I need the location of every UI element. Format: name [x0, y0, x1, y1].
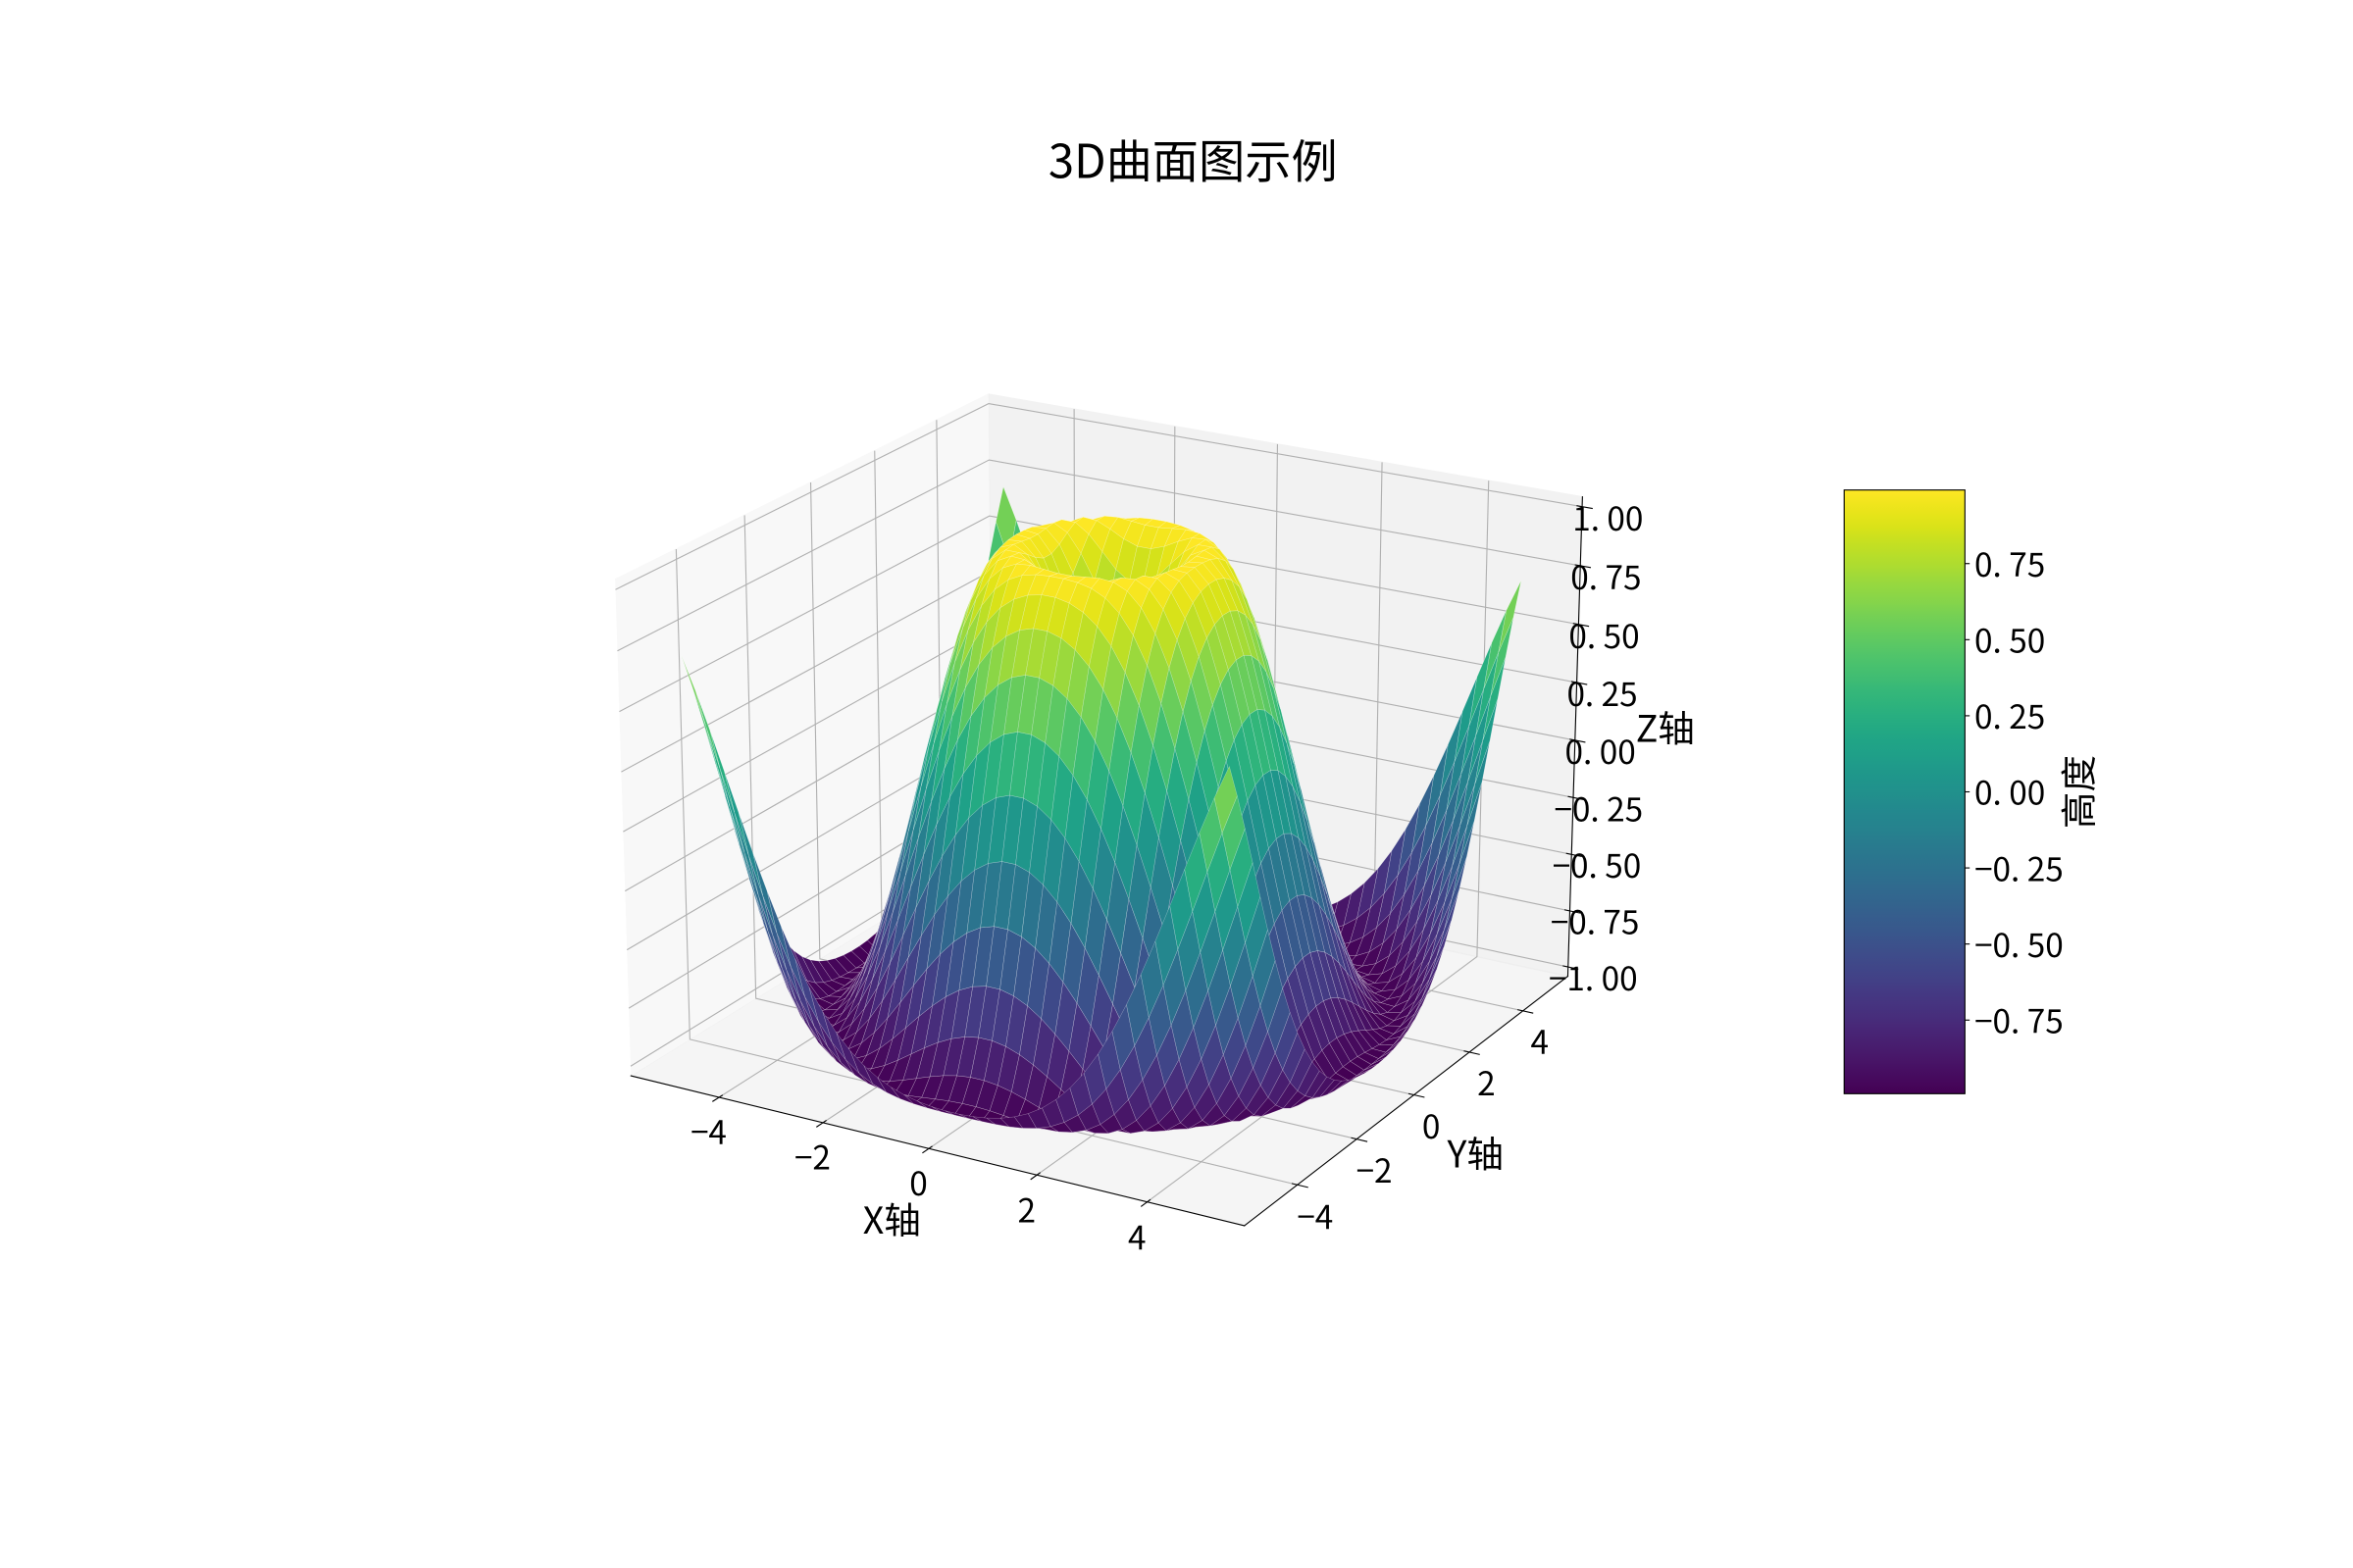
- svg-text:−0. 25: −0. 25: [1554, 783, 1643, 831]
- svg-text:−2: −2: [1356, 1144, 1392, 1192]
- svg-text:0. 25: 0. 25: [1566, 668, 1637, 716]
- svg-text:3D曲面图示例: 3D曲面图示例: [1049, 124, 1338, 191]
- svg-text:−0. 75: −0. 75: [1974, 994, 2064, 1042]
- svg-text:0: 0: [1422, 1100, 1440, 1148]
- svg-text:−4: −4: [1297, 1190, 1333, 1239]
- svg-text:−1. 00: −1. 00: [1549, 952, 1638, 1000]
- svg-text:−0. 25: −0. 25: [1974, 842, 2064, 890]
- svg-text:−0. 50: −0. 50: [1553, 839, 1642, 887]
- svg-text:4: 4: [1530, 1015, 1549, 1063]
- svg-text:0. 25: 0. 25: [1974, 690, 2045, 738]
- svg-text:2: 2: [1017, 1184, 1036, 1232]
- svg-text:−0. 50: −0. 50: [1974, 919, 2064, 967]
- svg-text:Y轴: Y轴: [1446, 1124, 1503, 1178]
- svg-text:0. 75: 0. 75: [1570, 551, 1641, 599]
- svg-text:0. 00: 0. 00: [1974, 767, 2045, 815]
- svg-text:高度: 高度: [2049, 755, 2103, 829]
- svg-text:X轴: X轴: [863, 1190, 921, 1244]
- svg-text:−2: −2: [794, 1131, 831, 1179]
- svg-text:0. 50: 0. 50: [1568, 610, 1639, 658]
- svg-text:−0. 75: −0. 75: [1551, 896, 1640, 944]
- svg-text:0. 00: 0. 00: [1565, 726, 1636, 774]
- svg-text:0. 75: 0. 75: [1974, 538, 2045, 586]
- svg-text:4: 4: [1128, 1211, 1147, 1259]
- svg-text:1. 00: 1. 00: [1572, 492, 1643, 540]
- svg-text:−4: −4: [691, 1105, 727, 1153]
- svg-text:2: 2: [1477, 1057, 1495, 1105]
- svg-text:Z轴: Z轴: [1636, 698, 1695, 752]
- svg-text:0. 50: 0. 50: [1974, 615, 2045, 663]
